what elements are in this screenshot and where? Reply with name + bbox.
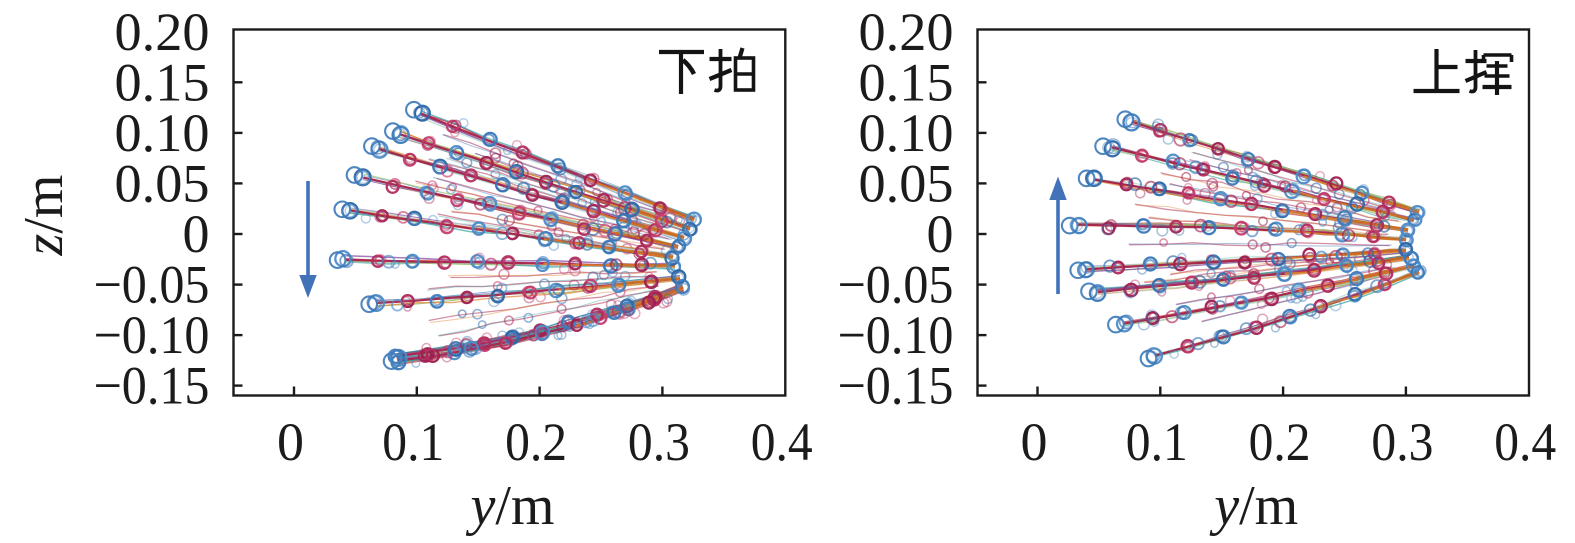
svg-text:−0.15: −0.15 [838, 356, 954, 416]
svg-text:0.3: 0.3 [628, 412, 690, 472]
svg-text:0: 0 [183, 204, 210, 264]
svg-text:0.4: 0.4 [751, 412, 813, 472]
svg-text:0.15: 0.15 [859, 52, 954, 112]
svg-text:0: 0 [277, 412, 304, 472]
svg-text:0.3: 0.3 [1371, 412, 1433, 472]
svg-text:−0.05: −0.05 [838, 255, 954, 315]
svg-text:−0.10: −0.10 [94, 305, 210, 365]
svg-text:0.2: 0.2 [1249, 412, 1311, 472]
svg-text:−0.10: −0.10 [838, 305, 954, 365]
svg-text:0.1: 0.1 [1126, 412, 1188, 472]
svg-text:0.10: 0.10 [115, 103, 210, 163]
svg-text:0.15: 0.15 [115, 52, 210, 112]
svg-text:0.1: 0.1 [382, 412, 444, 472]
svg-text:y/m: y/m [466, 475, 555, 537]
svg-text:0.20: 0.20 [115, 2, 210, 62]
svg-text:y/m: y/m [1209, 475, 1298, 537]
svg-text:0.2: 0.2 [505, 412, 567, 472]
svg-text:0.10: 0.10 [859, 103, 954, 163]
svg-text:0.4: 0.4 [1494, 412, 1556, 472]
svg-text:0: 0 [927, 204, 954, 264]
svg-text:−0.15: −0.15 [94, 356, 210, 416]
svg-text:−0.05: −0.05 [94, 255, 210, 315]
svg-text:z/m: z/m [13, 175, 75, 257]
svg-text:0.20: 0.20 [859, 2, 954, 62]
svg-text:0: 0 [1021, 412, 1048, 472]
svg-text:0.05: 0.05 [115, 153, 210, 213]
svg-text:0.05: 0.05 [859, 153, 954, 213]
